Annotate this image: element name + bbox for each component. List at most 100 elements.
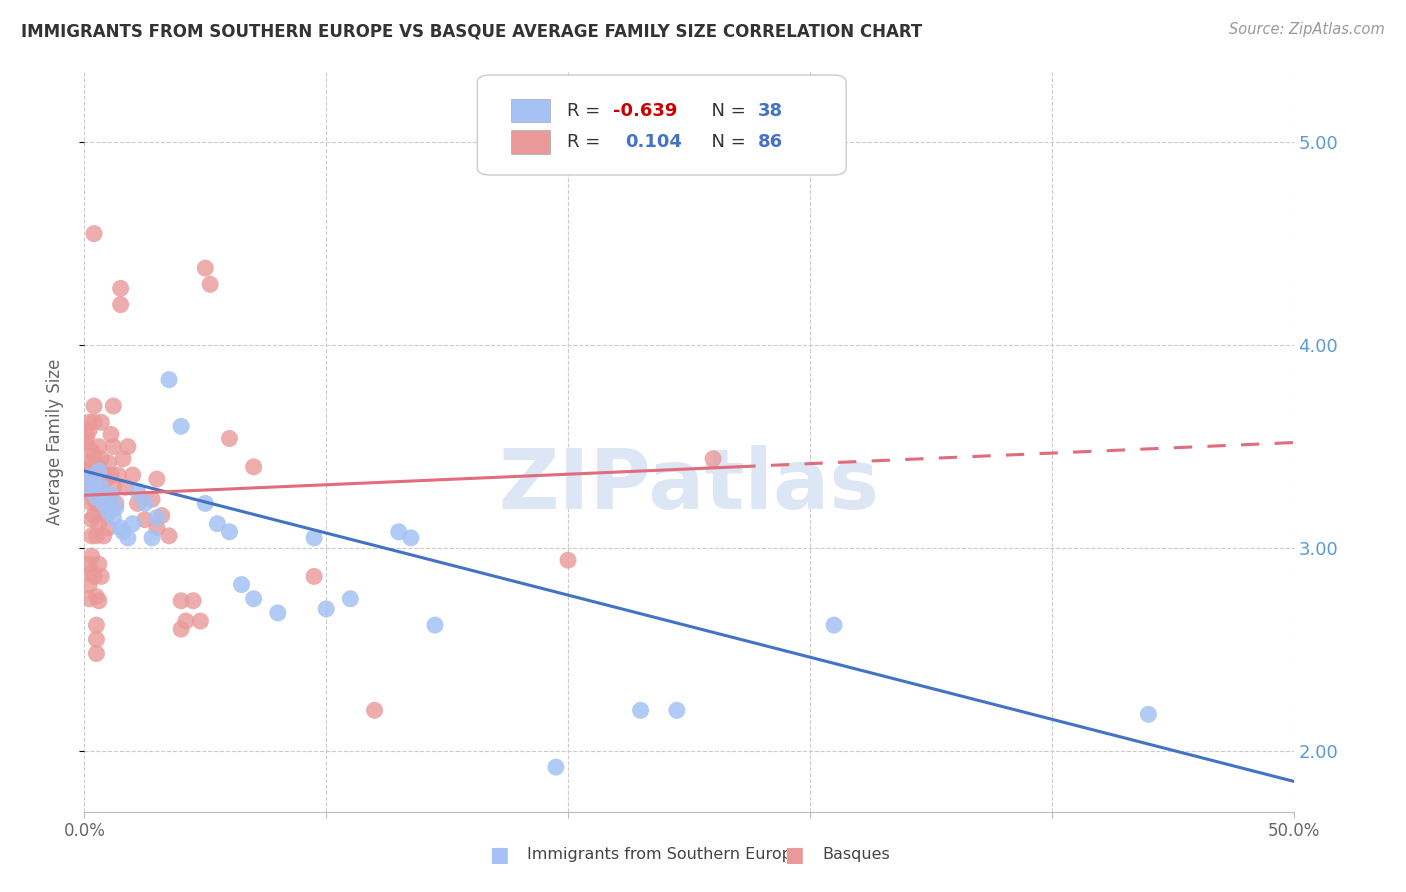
Point bbox=[181, 594, 204, 608]
Point bbox=[157, 529, 180, 543]
Point bbox=[93, 529, 115, 543]
Point bbox=[86, 618, 108, 632]
Point bbox=[76, 484, 98, 499]
Text: Immigrants from Southern Europe: Immigrants from Southern Europe bbox=[527, 847, 801, 862]
Point bbox=[198, 277, 221, 292]
Point bbox=[103, 510, 125, 524]
Point bbox=[665, 703, 688, 717]
Point bbox=[103, 440, 125, 454]
Point bbox=[77, 456, 100, 470]
Text: 86: 86 bbox=[758, 133, 783, 151]
Point bbox=[94, 508, 117, 523]
Point bbox=[302, 569, 325, 583]
Point bbox=[170, 594, 193, 608]
Point bbox=[76, 476, 98, 491]
Point bbox=[423, 618, 446, 632]
Point bbox=[630, 703, 652, 717]
Text: 0.104: 0.104 bbox=[624, 133, 682, 151]
Point bbox=[114, 480, 136, 494]
Point bbox=[97, 521, 120, 535]
Point bbox=[557, 553, 579, 567]
Point bbox=[87, 488, 110, 502]
Point bbox=[363, 703, 385, 717]
Point bbox=[117, 531, 139, 545]
Text: ■: ■ bbox=[489, 845, 509, 864]
Point bbox=[90, 480, 112, 494]
Point bbox=[93, 500, 115, 515]
Point bbox=[104, 500, 127, 515]
Text: Basques: Basques bbox=[823, 847, 890, 862]
Point bbox=[218, 524, 240, 539]
Text: ■: ■ bbox=[785, 845, 804, 864]
Point bbox=[315, 602, 337, 616]
Text: R =: R = bbox=[567, 133, 612, 151]
Point bbox=[90, 569, 112, 583]
Point bbox=[127, 484, 149, 499]
Point bbox=[87, 516, 110, 531]
Point bbox=[207, 516, 229, 531]
Point bbox=[103, 480, 125, 494]
Point bbox=[121, 516, 143, 531]
Point bbox=[97, 504, 120, 518]
Point bbox=[103, 399, 125, 413]
Point bbox=[86, 491, 108, 505]
Point bbox=[339, 591, 361, 606]
Point bbox=[90, 415, 112, 429]
Point bbox=[190, 614, 212, 628]
Point bbox=[194, 261, 217, 276]
Point bbox=[170, 419, 193, 434]
Text: ZIPatlas: ZIPatlas bbox=[499, 445, 879, 526]
FancyBboxPatch shape bbox=[512, 130, 550, 153]
Point bbox=[146, 472, 169, 486]
Point bbox=[146, 510, 169, 524]
Point bbox=[80, 496, 103, 510]
Point bbox=[86, 632, 108, 647]
Point bbox=[134, 513, 156, 527]
Point bbox=[87, 464, 110, 478]
Point bbox=[83, 415, 105, 429]
Point bbox=[150, 508, 173, 523]
Point bbox=[146, 521, 169, 535]
Point bbox=[86, 496, 108, 510]
Point bbox=[97, 456, 120, 470]
Point bbox=[80, 549, 103, 563]
Text: -0.639: -0.639 bbox=[613, 102, 678, 120]
Point bbox=[170, 622, 193, 636]
Point bbox=[80, 484, 103, 499]
Point bbox=[399, 531, 422, 545]
Point bbox=[83, 569, 105, 583]
Point bbox=[388, 524, 411, 539]
Point bbox=[83, 468, 105, 483]
Point bbox=[87, 459, 110, 474]
Text: N =: N = bbox=[700, 133, 751, 151]
Point bbox=[90, 480, 112, 494]
Point bbox=[544, 760, 567, 774]
Point bbox=[77, 464, 100, 478]
Point bbox=[94, 472, 117, 486]
Point bbox=[302, 531, 325, 545]
Point bbox=[83, 399, 105, 413]
Point bbox=[194, 496, 217, 510]
Point bbox=[83, 227, 105, 241]
Point bbox=[100, 468, 122, 483]
Text: Source: ZipAtlas.com: Source: ZipAtlas.com bbox=[1229, 22, 1385, 37]
Text: 38: 38 bbox=[758, 102, 783, 120]
Point bbox=[100, 427, 122, 442]
Point bbox=[77, 577, 100, 591]
Text: R =: R = bbox=[567, 102, 606, 120]
Point bbox=[127, 496, 149, 510]
Point bbox=[134, 496, 156, 510]
Point bbox=[87, 594, 110, 608]
Point bbox=[83, 492, 105, 507]
Point bbox=[90, 451, 112, 466]
Point bbox=[76, 429, 98, 443]
Point bbox=[80, 513, 103, 527]
Point bbox=[110, 298, 132, 312]
Point bbox=[77, 415, 100, 429]
Point bbox=[83, 508, 105, 523]
Point bbox=[83, 448, 105, 462]
Point bbox=[702, 451, 724, 466]
Point bbox=[86, 647, 108, 661]
Text: IMMIGRANTS FROM SOUTHERN EUROPE VS BASQUE AVERAGE FAMILY SIZE CORRELATION CHART: IMMIGRANTS FROM SOUTHERN EUROPE VS BASQU… bbox=[21, 22, 922, 40]
Point bbox=[76, 470, 98, 484]
